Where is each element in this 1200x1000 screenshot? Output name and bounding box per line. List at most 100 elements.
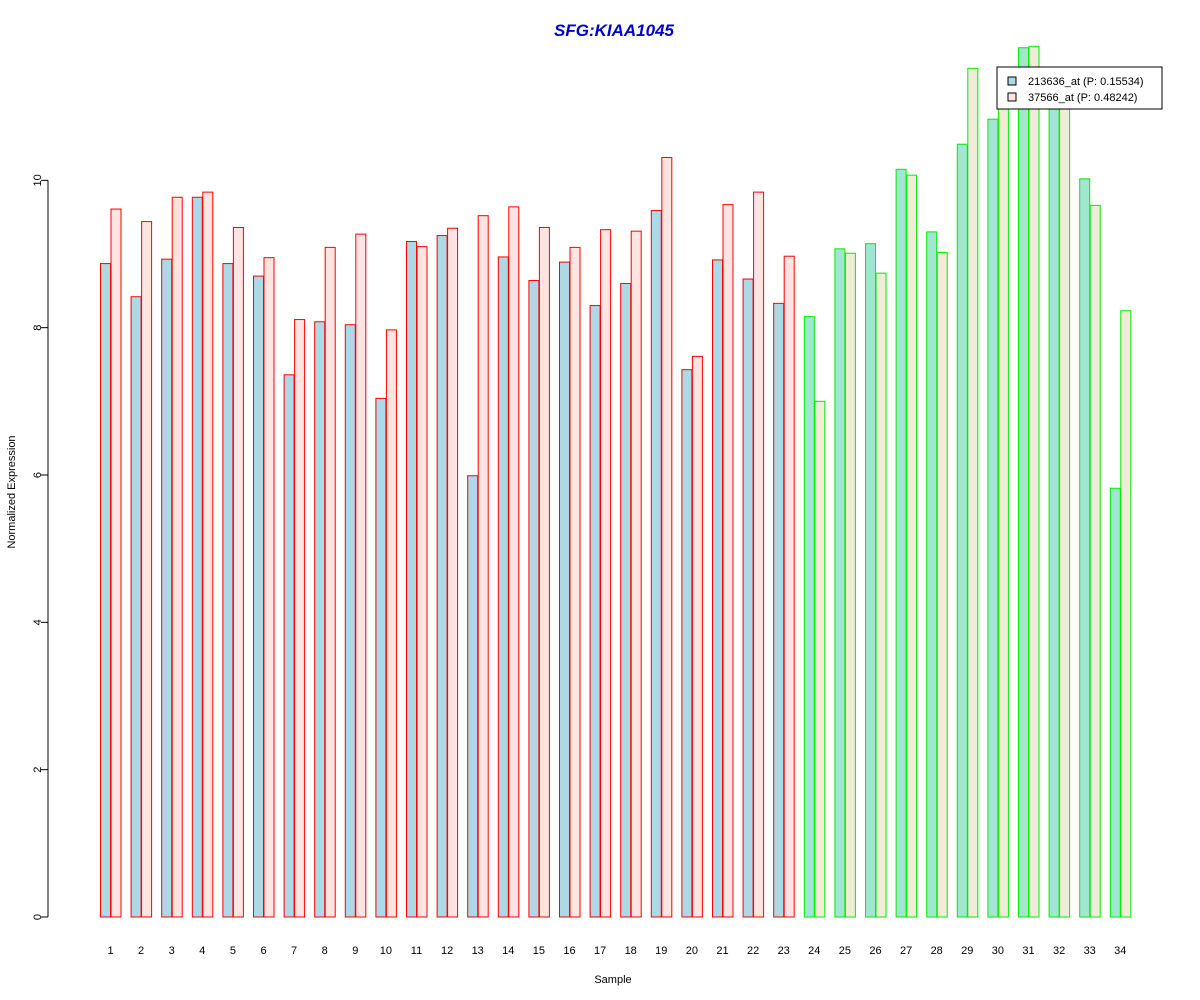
x-tick-label: 24 (808, 945, 820, 957)
bar-sample-8-series-1 (314, 321, 326, 918)
x-tick-label: 33 (1084, 945, 1096, 957)
x-tick-label: 17 (594, 945, 606, 957)
x-tick-label: 12 (441, 945, 453, 957)
x-tick-label: 4 (199, 945, 205, 957)
bar-sample-26-series-1 (865, 243, 876, 918)
bar-sample-2-series-2 (141, 221, 153, 918)
y-tick-label: 6 (32, 472, 44, 478)
bar-sample-19-series-1 (650, 210, 662, 918)
bar-sample-15-series-1 (528, 280, 540, 918)
bar-sample-10-series-2 (385, 329, 397, 918)
bar-sample-33-series-2 (1089, 204, 1101, 918)
bar-sample-1-series-2 (110, 208, 122, 918)
x-tick-label: 26 (869, 945, 881, 957)
x-tick-label: 5 (230, 945, 236, 957)
bar-sample-13-series-2 (477, 215, 489, 918)
bar-sample-22-series-1 (742, 278, 754, 918)
y-tick-label: 8 (32, 325, 44, 331)
y-tick-label: 10 (32, 174, 44, 186)
x-tick-label: 31 (1022, 945, 1034, 957)
bar-sample-11-series-1 (406, 240, 417, 918)
bar-sample-34-series-2 (1120, 310, 1132, 918)
x-tick-label: 11 (411, 945, 422, 957)
x-tick-label: 21 (716, 945, 728, 957)
legend-entry-2: 37566_at (P: 0.48242) (1028, 92, 1137, 104)
bar-sample-13-series-1 (467, 475, 479, 918)
x-tick-label: 22 (747, 945, 759, 957)
bar-sample-20-series-2 (691, 355, 703, 918)
bar-sample-7-series-1 (283, 374, 295, 918)
bar-sample-5-series-2 (232, 226, 244, 918)
bar-sample-4-series-2 (202, 191, 214, 918)
bar-sample-33-series-1 (1079, 178, 1091, 918)
bar-sample-3-series-2 (171, 196, 183, 918)
y-tick-label: 4 (32, 619, 44, 625)
bar-sample-30-series-2 (997, 91, 1009, 918)
bar-sample-27-series-2 (906, 174, 918, 918)
x-tick-label: 27 (900, 945, 912, 957)
x-tick-label: 1 (107, 945, 113, 957)
bar-sample-18-series-2 (630, 230, 642, 918)
x-tick-label: 32 (1053, 945, 1065, 957)
x-axis-label: Sample (594, 974, 631, 986)
bar-sample-9-series-1 (344, 324, 356, 918)
bar-sample-17-series-1 (589, 305, 601, 918)
bars (100, 45, 1132, 918)
bar-sample-2-series-1 (130, 296, 142, 918)
bar-sample-25-series-1 (834, 248, 846, 918)
bar-sample-14-series-2 (508, 206, 520, 918)
x-tick-label: 16 (563, 945, 575, 957)
bar-sample-21-series-2 (722, 204, 734, 918)
bar-sample-29-series-2 (967, 67, 979, 918)
y-tick-label: 2 (32, 767, 44, 773)
x-tick-label: 14 (502, 945, 514, 957)
x-tick-label: 9 (352, 945, 358, 957)
bar-sample-22-series-2 (753, 191, 765, 918)
bar-sample-23-series-2 (783, 255, 795, 918)
bar-sample-29-series-1 (956, 143, 968, 918)
bar-sample-9-series-2 (355, 233, 367, 918)
bar-sample-20-series-1 (681, 369, 693, 918)
bar-sample-17-series-2 (600, 229, 612, 918)
x-tick-label: 30 (992, 945, 1004, 957)
bar-sample-21-series-1 (712, 259, 723, 918)
bar-sample-27-series-1 (895, 168, 907, 918)
bar-sample-26-series-2 (875, 272, 887, 918)
x-tick-label: 15 (533, 945, 545, 957)
bar-sample-16-series-1 (559, 261, 570, 918)
legend-entry-1: 213636_at (P: 0.15534) (1028, 76, 1144, 88)
x-tick-label: 3 (169, 945, 175, 957)
bar-sample-8-series-2 (324, 246, 336, 918)
bar-sample-5-series-1 (222, 263, 234, 918)
bar-sample-3-series-1 (161, 258, 173, 918)
x-tick-label: 8 (322, 945, 328, 957)
bar-sample-32-series-2 (1059, 84, 1071, 918)
x-tick-label: 23 (778, 945, 790, 957)
bar-sample-10-series-1 (375, 397, 387, 918)
bar-sample-31-series-2 (1028, 45, 1040, 918)
bar-sample-16-series-2 (569, 246, 581, 918)
bar-sample-24-series-1 (803, 316, 815, 918)
bar-sample-30-series-1 (987, 118, 999, 918)
x-tick-label: 6 (260, 945, 266, 957)
bar-sample-12-series-1 (436, 235, 448, 918)
x-tick-label: 2 (138, 945, 144, 957)
bar-sample-6-series-1 (253, 275, 264, 918)
bar-sample-32-series-1 (1048, 69, 1060, 918)
x-tick-label: 20 (686, 945, 698, 957)
y-axis: 0 2 4 6 8 10 (32, 174, 49, 920)
bar-sample-19-series-2 (661, 156, 673, 918)
bar-sample-31-series-1 (1018, 47, 1029, 918)
legend-swatch-2 (1007, 92, 1017, 102)
bar-sample-11-series-2 (416, 246, 428, 918)
x-tick-label: 10 (380, 945, 392, 957)
legend-swatch-1 (1007, 76, 1017, 86)
bar-sample-4-series-1 (191, 196, 203, 918)
bar-sample-12-series-2 (447, 227, 459, 918)
bar-sample-1-series-1 (100, 263, 111, 918)
chart-title: SFG:KIAA1045 (554, 21, 675, 40)
bar-sample-7-series-2 (294, 319, 306, 918)
bar-sample-25-series-2 (844, 252, 856, 918)
bar-sample-23-series-1 (773, 302, 785, 918)
